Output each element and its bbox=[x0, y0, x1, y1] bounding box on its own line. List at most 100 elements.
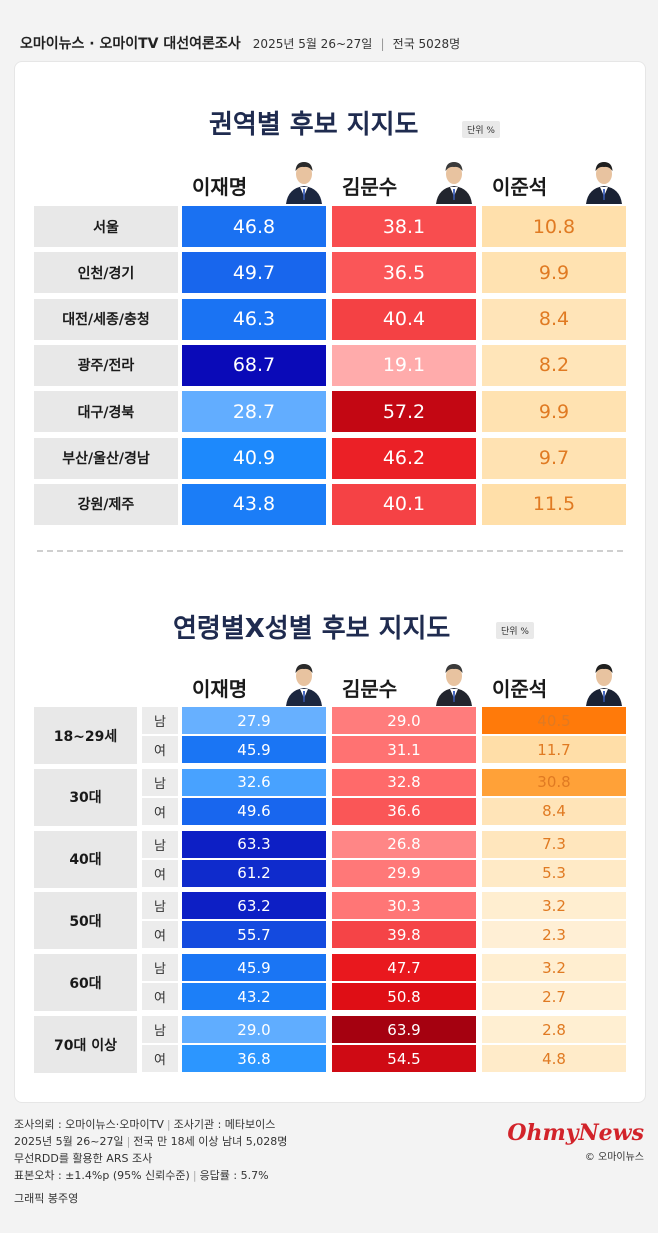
ohmynews-logo: OhmyNews © 오마이뉴스 bbox=[507, 1120, 644, 1163]
region-value-cell: 9.7 bbox=[482, 437, 626, 479]
region-value-cell: 40.4 bbox=[332, 298, 476, 340]
candidate-name: 이재명 bbox=[192, 175, 248, 199]
candidate-name: 이재명 bbox=[192, 677, 248, 701]
age-value-cell: 30.8 bbox=[482, 768, 626, 796]
header-scope: 전국 5028명 bbox=[392, 37, 461, 51]
header-brand: 오마이뉴스 · 오마이TV 대선여론조사 bbox=[20, 36, 241, 52]
age-value-cell: 36.8 bbox=[182, 1045, 326, 1072]
age-value-cell: 36.6 bbox=[332, 797, 476, 825]
footer-dates: 2025년 5월 26~27일 bbox=[14, 1135, 124, 1148]
region-value-cell: 28.7 bbox=[182, 391, 326, 433]
region-value-cell: 8.2 bbox=[482, 344, 626, 386]
age-group-label: 50대 bbox=[34, 892, 137, 950]
age-value-cell: 43.2 bbox=[182, 983, 326, 1011]
logo-copyright: © 오마이뉴스 bbox=[584, 1152, 644, 1163]
region-row-label: 대구/경북 bbox=[34, 391, 178, 433]
candidate-name: 이준석 bbox=[492, 677, 548, 701]
region-row-label: 대전/세종/충청 bbox=[34, 298, 178, 340]
section-divider bbox=[37, 550, 623, 552]
age-group-label: 18~29세 bbox=[34, 707, 137, 764]
age-value-cell: 40.5 bbox=[482, 707, 626, 734]
chart-card: 권역별 후보 지지도 단위 % 이재명 김문수 이준석 서울 46.8 38.1 10.8… bbox=[14, 61, 646, 1103]
gender-label: 남 bbox=[142, 954, 178, 982]
age-value-cell: 50.8 bbox=[332, 983, 476, 1011]
region-value-cell: 36.5 bbox=[332, 252, 476, 294]
region-row-label: 서울 bbox=[34, 206, 178, 247]
footer-agency: 조사기관 : 메타보이스 bbox=[173, 1118, 276, 1131]
age-value-cell: 32.8 bbox=[332, 768, 476, 796]
age-value-cell: 32.6 bbox=[182, 768, 326, 796]
header: 오마이뉴스 · 오마이TV 대선여론조사 2025년 5월 26~27일 | 전… bbox=[20, 33, 460, 53]
footer-error: 표본오차 : ±1.4%p (95% 신뢰수준) bbox=[14, 1169, 190, 1182]
age-candidate-header-3: 이준석 bbox=[482, 664, 630, 706]
candidate-photo-icon bbox=[586, 162, 622, 204]
age-value-cell: 11.7 bbox=[482, 736, 626, 763]
footer-line-1: 조사의뢰 : 오마이뉴스·오마이TV | 조사기관 : 메타보이스 bbox=[14, 1118, 276, 1131]
candidate-photo-icon bbox=[436, 162, 472, 204]
region-value-cell: 46.2 bbox=[332, 437, 476, 479]
age-value-cell: 29.0 bbox=[182, 1016, 326, 1043]
age-unit-badge: 단위 % bbox=[496, 622, 534, 639]
age-value-cell: 49.6 bbox=[182, 797, 326, 825]
region-candidate-header-1: 이재명 bbox=[182, 162, 330, 204]
candidate-name: 김문수 bbox=[342, 677, 398, 701]
age-value-cell: 45.9 bbox=[182, 954, 326, 982]
age-value-cell: 63.2 bbox=[182, 892, 326, 920]
region-value-cell: 46.3 bbox=[182, 298, 326, 340]
region-row-label: 광주/전라 bbox=[34, 344, 178, 386]
footer-method: 무선RDD를 활용한 ARS 조사 bbox=[14, 1152, 153, 1165]
region-row-label: 강원/제주 bbox=[34, 483, 178, 525]
age-value-cell: 55.7 bbox=[182, 921, 326, 949]
gender-label: 여 bbox=[142, 797, 178, 825]
region-value-cell: 10.8 bbox=[482, 206, 626, 247]
footer-sample: 전국 만 18세 이상 남녀 5,028명 bbox=[133, 1135, 288, 1148]
age-value-cell: 39.8 bbox=[332, 921, 476, 949]
candidate-photo-icon bbox=[586, 664, 622, 706]
region-value-cell: 9.9 bbox=[482, 391, 626, 433]
gender-label: 남 bbox=[142, 830, 178, 858]
region-value-cell: 43.8 bbox=[182, 483, 326, 525]
age-candidate-header-1: 이재명 bbox=[182, 664, 330, 706]
footer-client: 조사의뢰 : 오마이뉴스·오마이TV bbox=[14, 1118, 164, 1131]
region-value-cell: 11.5 bbox=[482, 483, 626, 525]
footer-line-2: 2025년 5월 26~27일 | 전국 만 18세 이상 남녀 5,028명 bbox=[14, 1135, 288, 1148]
gender-label: 여 bbox=[142, 736, 178, 763]
age-candidate-header-2: 김문수 bbox=[332, 664, 480, 706]
gender-label: 남 bbox=[142, 707, 178, 734]
region-candidate-header-3: 이준석 bbox=[482, 162, 630, 204]
region-row-label: 인천/경기 bbox=[34, 252, 178, 294]
age-value-cell: 5.3 bbox=[482, 859, 626, 887]
gender-label: 여 bbox=[142, 1045, 178, 1072]
footer: 조사의뢰 : 오마이뉴스·오마이TV | 조사기관 : 메타보이스 2025년 5월… bbox=[14, 1116, 287, 1207]
region-section-title: 권역별 후보 지지도 bbox=[209, 110, 419, 140]
age-value-cell: 29.0 bbox=[332, 707, 476, 734]
age-value-cell: 8.4 bbox=[482, 797, 626, 825]
logo-mark: OhmyNews bbox=[507, 1120, 644, 1146]
age-value-cell: 63.3 bbox=[182, 830, 326, 858]
age-value-cell: 4.8 bbox=[482, 1045, 626, 1072]
region-value-cell: 38.1 bbox=[332, 206, 476, 247]
age-value-cell: 3.2 bbox=[482, 954, 626, 982]
region-value-cell: 9.9 bbox=[482, 252, 626, 294]
age-value-cell: 7.3 bbox=[482, 830, 626, 858]
region-value-cell: 19.1 bbox=[332, 344, 476, 386]
age-group-label: 40대 bbox=[34, 830, 137, 888]
region-candidate-header-2: 김문수 bbox=[332, 162, 480, 204]
gender-label: 남 bbox=[142, 1016, 178, 1043]
region-value-cell: 46.8 bbox=[182, 206, 326, 247]
region-row-label: 부산/울산/경남 bbox=[34, 437, 178, 479]
candidate-name: 이준석 bbox=[492, 175, 548, 199]
gender-label: 여 bbox=[142, 921, 178, 949]
region-value-cell: 57.2 bbox=[332, 391, 476, 433]
age-group-label: 70대 이상 bbox=[34, 1016, 137, 1073]
header-separator: | bbox=[380, 37, 385, 51]
age-value-cell: 3.2 bbox=[482, 892, 626, 920]
age-value-cell: 61.2 bbox=[182, 859, 326, 887]
age-group-label: 60대 bbox=[34, 954, 137, 1012]
age-value-cell: 2.8 bbox=[482, 1016, 626, 1043]
header-date: 2025년 5월 26~27일 bbox=[252, 37, 373, 51]
age-value-cell: 47.7 bbox=[332, 954, 476, 982]
age-value-cell: 2.3 bbox=[482, 921, 626, 949]
age-value-cell: 45.9 bbox=[182, 736, 326, 763]
region-unit-badge: 단위 % bbox=[462, 121, 500, 138]
